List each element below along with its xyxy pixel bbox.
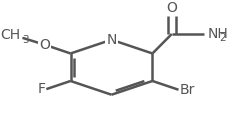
Text: F: F	[37, 82, 45, 96]
Text: 3: 3	[22, 35, 29, 45]
Text: Br: Br	[179, 83, 195, 97]
Text: O: O	[39, 38, 50, 52]
Text: CH: CH	[0, 28, 20, 42]
Text: NH: NH	[207, 27, 228, 41]
Text: N: N	[106, 33, 117, 47]
Text: O: O	[166, 1, 177, 15]
Text: 2: 2	[220, 33, 226, 43]
